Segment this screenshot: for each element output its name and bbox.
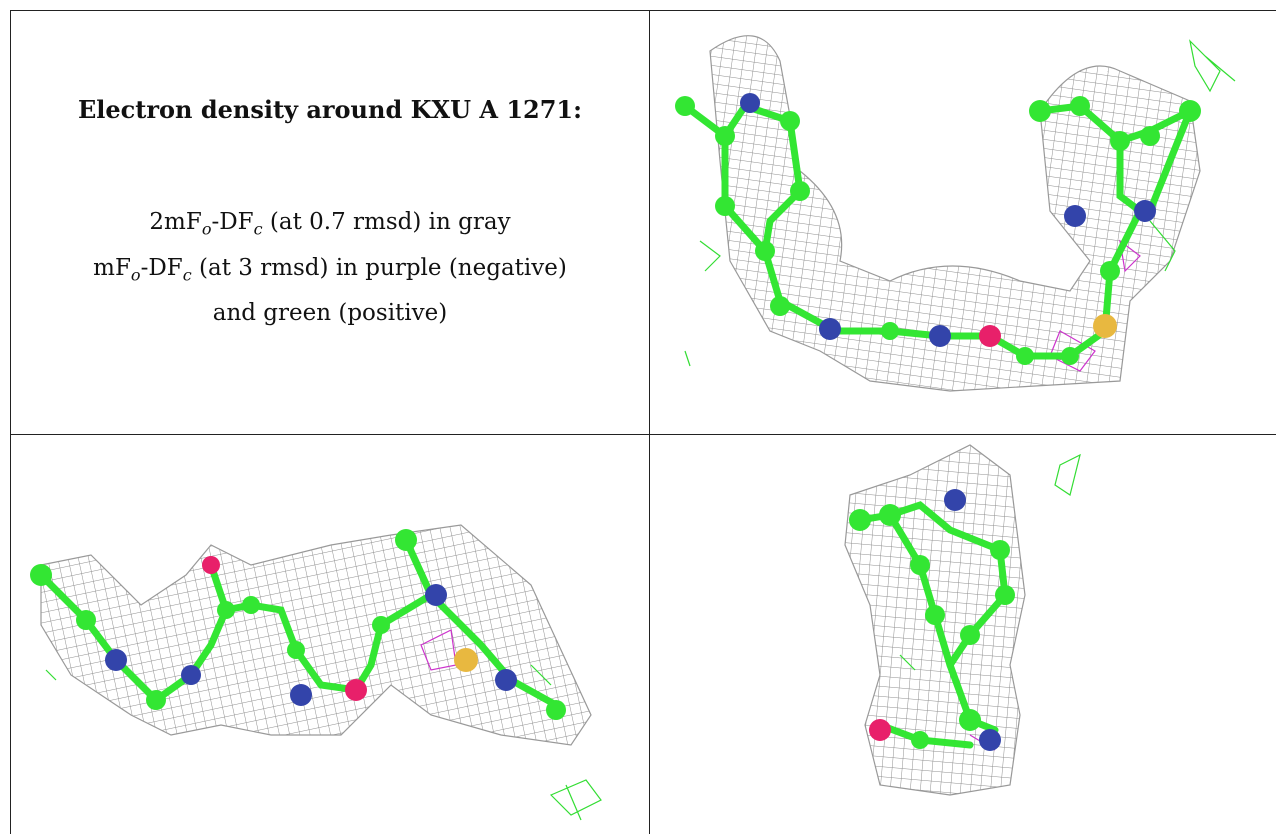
mesh-gray (709, 35, 1201, 392)
table-divider-vertical (649, 10, 650, 834)
density-image-2 (30, 524, 602, 821)
caption-legend: 2mFo-DFc (at 0.7 rmsd) in gray mFo-DFc (… (11, 203, 649, 333)
legend-line-difference: mFo-DFc (at 3 rmsd) in purple (negative) (93, 254, 567, 285)
table-border-left (10, 10, 11, 834)
legend-line-gray: 2mFo-DFc (at 0.7 rmsd) in gray (149, 209, 511, 239)
mesh-gray (40, 524, 592, 746)
density-view-3 (650, 435, 1276, 834)
density-image-1 (675, 35, 1236, 392)
ligand-atoms (675, 93, 1201, 365)
caption-cell: Electron density around KXU A 1271: 2mFo… (11, 11, 649, 434)
table-divider-horizontal (10, 434, 1276, 435)
density-image-3 (844, 444, 1081, 796)
density-view-1 (650, 11, 1276, 434)
table-border-top (10, 10, 1276, 11)
caption-title: Electron density around KXU A 1271: (78, 95, 582, 124)
legend-line-positive: and green (positive) (212, 300, 448, 327)
density-view-2 (11, 435, 649, 834)
ligand-atoms (849, 489, 1015, 751)
ligand-atoms (30, 529, 566, 720)
